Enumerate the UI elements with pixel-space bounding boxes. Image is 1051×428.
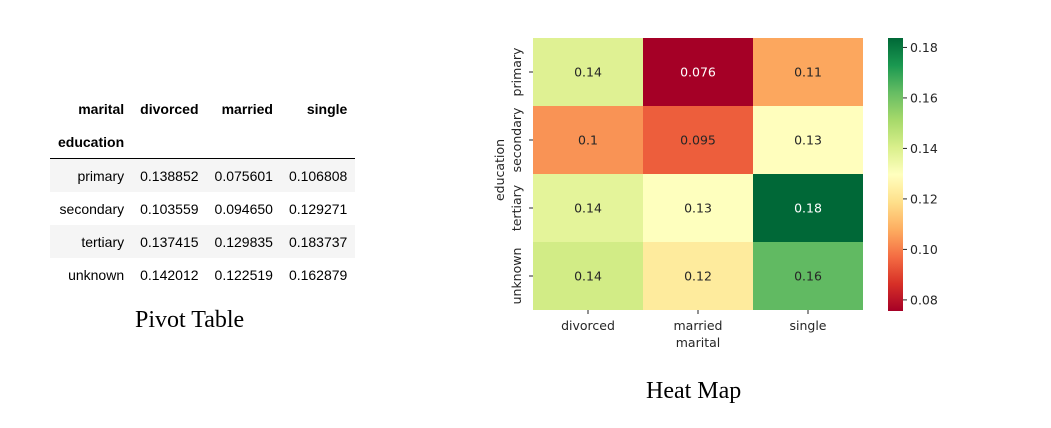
cell-annotation: 0.13 [684,201,712,216]
colorbar-tick-label: 0.16 [910,90,938,105]
table-cell: 0.129835 [214,233,273,250]
x-tick-label: single [789,318,826,333]
y-tick-label: tertiary [509,184,524,231]
table-cell: 0.129271 [288,200,348,217]
x-tick-label: divorced [561,318,615,333]
colorbar-ticks: 0.08 0.10 0.12 0.14 0.16 0.18 [903,40,938,307]
y-tick-label: unknown [509,248,524,305]
heatmap-cell [533,38,643,106]
pivot-table: marital divorced married single educatio… [50,92,356,291]
table-row: primary 0.138852 0.075601 0.106808 [50,158,356,192]
x-axis-ticks: divorced married single [561,310,827,333]
heatmap-caption: Heat Map [646,378,742,404]
colorbar-tick-label: 0.18 [910,40,938,55]
heatmap-cell [533,174,643,242]
cell-annotation: 0.076 [680,65,716,80]
heatmap-cell [533,106,643,174]
row-label: secondary [59,200,125,217]
colorbar-tick-label: 0.14 [910,141,938,156]
heatmap-cell [533,242,643,310]
x-axis-label: marital [676,335,720,350]
x-tick-label: married [674,318,723,333]
cell-annotation: 0.16 [794,269,822,284]
cell-annotation: 0.095 [680,133,716,148]
column-header: divorced [140,101,199,117]
table-cell: 0.162879 [288,266,348,283]
table-cell: 0.103559 [140,200,199,217]
table-row: unknown 0.142012 0.122519 0.162879 [50,258,355,291]
table-cell: 0.138852 [140,167,199,184]
column-header: married [221,101,273,117]
pivot-header-row: marital divorced married single [50,92,355,126]
heatmap-cell [643,242,753,310]
row-label: primary [77,167,125,184]
heatmap-cell [643,106,753,174]
y-axis-label: education [492,139,507,201]
cell-annotation: 0.14 [574,65,602,80]
heatmap-cells: 0.14 0.076 0.11 0.1 0.095 0.13 0.14 0.13 0.18 0.1… [533,38,863,310]
table-cell: 0.183737 [288,233,348,250]
heatmap-cell [753,242,863,310]
y-axis-ticks: primary secondary tertiary unknown [509,47,533,304]
heatmap-cell [753,174,863,242]
colorbar-tick-label: 0.12 [910,191,938,206]
table-row: tertiary 0.137415 0.129835 0.183737 [50,225,356,258]
table-cell: 0.142012 [140,266,199,283]
y-tick-label: secondary [509,107,524,172]
heatmap-cell [643,174,753,242]
column-header: single [306,101,348,117]
heatmap-cell [643,38,753,106]
table-cell: 0.106808 [288,167,348,184]
table-cell: 0.075601 [214,167,273,184]
y-tick-label: primary [509,47,524,97]
cell-annotation: 0.12 [684,269,712,284]
row-label: unknown [68,266,125,283]
cell-annotation: 0.1 [578,133,598,148]
cell-annotation: 0.11 [794,65,822,80]
heatmap-cell [753,106,863,174]
pivot-index-name-row: education [50,126,356,159]
columns-name-label: marital [78,101,125,117]
row-label: tertiary [81,233,125,250]
index-name-label: education [58,134,125,150]
colorbar-tick-label: 0.08 [910,292,938,307]
cell-annotation: 0.14 [574,269,602,284]
table-cell: 0.137415 [140,233,199,250]
heatmap-cell [753,38,863,106]
colorbar [888,38,903,311]
table-row: secondary 0.103559 0.094650 0.129271 [50,192,355,225]
cell-annotation: 0.18 [794,201,822,216]
colorbar-tick-label: 0.10 [910,242,938,257]
cell-annotation: 0.13 [794,133,822,148]
cell-annotation: 0.14 [574,201,602,216]
table-cell: 0.094650 [214,200,273,217]
pivot-table-caption: Pivot Table [135,307,245,333]
table-cell: 0.122519 [214,266,273,283]
